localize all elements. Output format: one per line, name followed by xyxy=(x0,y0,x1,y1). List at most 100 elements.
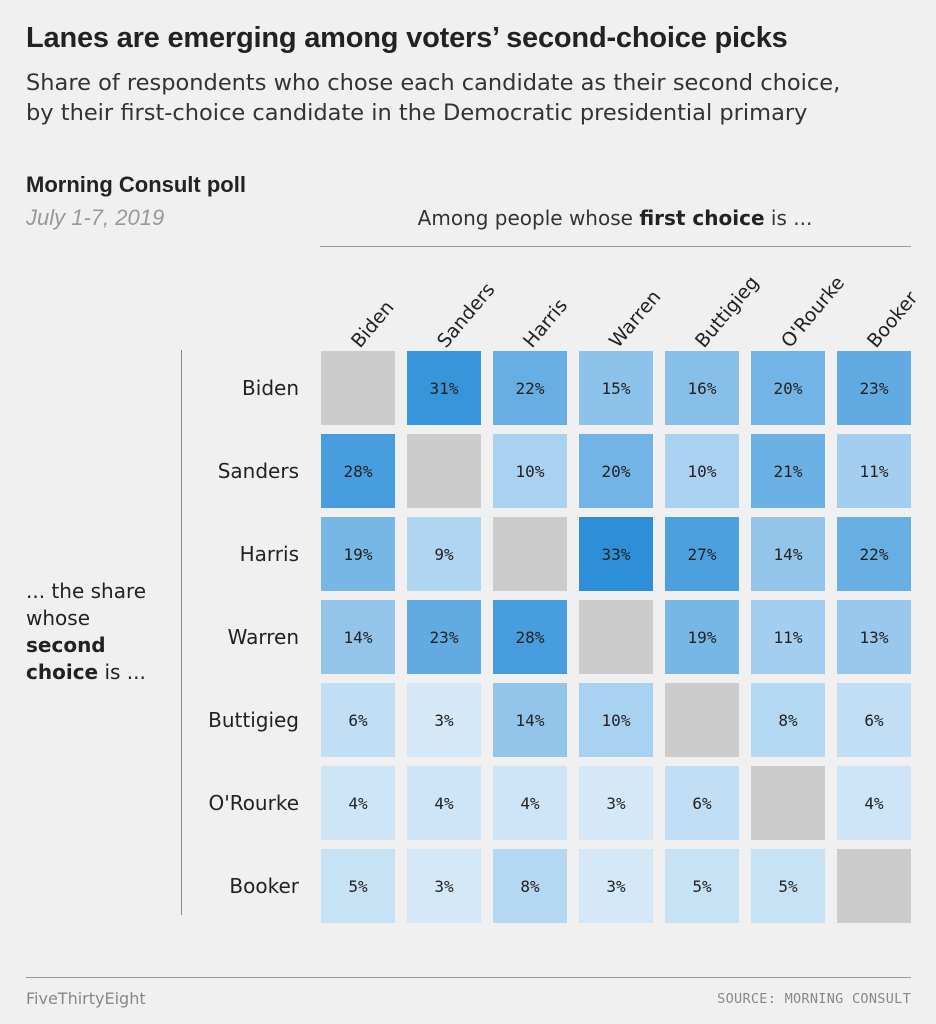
heatmap-cell: 4% xyxy=(837,766,911,840)
row-axis-rule xyxy=(181,350,182,915)
row-label: Warren xyxy=(227,625,299,649)
chart-subtitle-line1: Share of respondents who chose each cand… xyxy=(26,70,841,96)
cell-value-label: 28% xyxy=(515,627,545,647)
heatmap-cell: 14% xyxy=(321,600,395,674)
heatmap-cell: 9% xyxy=(407,517,481,591)
column-label: Harris xyxy=(519,294,573,353)
heatmap-cell: 5% xyxy=(665,849,739,923)
header-rule xyxy=(320,246,911,247)
cell-value-label: 3% xyxy=(434,710,454,730)
column-header-suffix: is ... xyxy=(764,206,813,230)
column-label: Buttigieg xyxy=(691,271,764,353)
heatmap-cell: 10% xyxy=(665,434,739,508)
cell-value-label: 5% xyxy=(348,876,368,896)
cell-value-label: 6% xyxy=(692,793,712,813)
cell-value-label: 15% xyxy=(601,378,631,398)
cell-value-label: 3% xyxy=(434,876,454,896)
cell-value-label: 4% xyxy=(864,793,884,813)
heatmap-cell: 8% xyxy=(493,849,567,923)
heatmap-cell-empty xyxy=(837,849,911,923)
row-header-emphasis1: second xyxy=(26,633,106,657)
row-label: Booker xyxy=(229,874,299,898)
cell-value-label: 11% xyxy=(773,627,803,647)
cell-value-label: 33% xyxy=(601,544,631,564)
heatmap-cell: 14% xyxy=(751,517,825,591)
row-header-line1: ... the share xyxy=(26,579,147,603)
cell-value-label: 4% xyxy=(434,793,454,813)
cell-value-label: 27% xyxy=(687,544,717,564)
heatmap-cell-empty xyxy=(665,683,739,757)
heatmap-cell-empty xyxy=(751,766,825,840)
heatmap-cell: 15% xyxy=(579,351,653,425)
cell-value-label: 31% xyxy=(429,378,459,398)
cell-value-label: 6% xyxy=(864,710,884,730)
cell-value-label: 28% xyxy=(343,461,373,481)
column-header: Among people whose first choice is ... xyxy=(320,206,910,230)
cell-value-label: 23% xyxy=(859,378,889,398)
cell-value-label: 4% xyxy=(520,793,540,813)
cell-value-label: 11% xyxy=(859,461,889,481)
heatmap-cell: 10% xyxy=(579,683,653,757)
heatmap-cell-empty xyxy=(321,351,395,425)
heatmap-cell: 21% xyxy=(751,434,825,508)
row-label: Biden xyxy=(242,376,299,400)
column-header-emphasis: first choice xyxy=(639,206,765,230)
row-label: Buttigieg xyxy=(208,708,299,732)
cell-value-label: 23% xyxy=(429,627,459,647)
heatmap-cell: 23% xyxy=(407,600,481,674)
cell-value-label: 20% xyxy=(601,461,631,481)
column-label: Sanders xyxy=(433,278,500,353)
heatmap-cell: 20% xyxy=(751,351,825,425)
heatmap-cell-empty xyxy=(407,434,481,508)
heatmap-cell: 6% xyxy=(837,683,911,757)
heatmap-cell: 33% xyxy=(579,517,653,591)
cell-value-label: 10% xyxy=(687,461,717,481)
row-label: Sanders xyxy=(217,459,299,483)
cell-value-label: 14% xyxy=(515,710,545,730)
heatmap-cell: 6% xyxy=(321,683,395,757)
heatmap-cell: 11% xyxy=(837,434,911,508)
heatmap-cell: 6% xyxy=(665,766,739,840)
heatmap-cell: 3% xyxy=(407,849,481,923)
cell-value-label: 10% xyxy=(515,461,545,481)
heatmap-cell: 20% xyxy=(579,434,653,508)
footer-rule xyxy=(26,977,911,978)
cell-value-label: 22% xyxy=(515,378,545,398)
source-label: SOURCE: MORNING CONSULT xyxy=(717,991,911,1007)
cell-value-label: 4% xyxy=(348,793,368,813)
heatmap-cell: 14% xyxy=(493,683,567,757)
heatmap-cell: 3% xyxy=(579,849,653,923)
row-header-emphasis2: choice xyxy=(26,660,99,684)
heatmap-cell: 5% xyxy=(321,849,395,923)
chart-subtitle-line2: by their first-choice candidate in the D… xyxy=(26,100,808,126)
heatmap-cell: 8% xyxy=(751,683,825,757)
heatmap-cell: 28% xyxy=(493,600,567,674)
cell-value-label: 13% xyxy=(859,627,889,647)
heatmap-cell: 3% xyxy=(407,683,481,757)
heatmap-cell: 16% xyxy=(665,351,739,425)
row-header: ... the share whose second choice is ... xyxy=(26,578,176,686)
heatmap-cell: 4% xyxy=(493,766,567,840)
heatmap-cell: 23% xyxy=(837,351,911,425)
heatmap-cell: 31% xyxy=(407,351,481,425)
cell-value-label: 14% xyxy=(773,544,803,564)
heatmap-cell: 19% xyxy=(321,517,395,591)
cell-value-label: 19% xyxy=(687,627,717,647)
heatmap-cell: 5% xyxy=(751,849,825,923)
heatmap-cell: 22% xyxy=(493,351,567,425)
heatmap-cell: 27% xyxy=(665,517,739,591)
cell-value-label: 19% xyxy=(343,544,373,564)
chart-title: Lanes are emerging among voters’ second-… xyxy=(26,22,788,54)
cell-value-label: 6% xyxy=(348,710,368,730)
heatmap-cell: 4% xyxy=(407,766,481,840)
heatmap-cell: 13% xyxy=(837,600,911,674)
heatmap-cell: 3% xyxy=(579,766,653,840)
row-label: O'Rourke xyxy=(208,791,299,815)
heatmap-cell-empty xyxy=(579,600,653,674)
cell-value-label: 21% xyxy=(773,461,803,481)
poll-date: July 1-7, 2019 xyxy=(26,205,165,230)
heatmap-cell: 11% xyxy=(751,600,825,674)
cell-value-label: 5% xyxy=(692,876,712,896)
column-label: Warren xyxy=(605,286,666,353)
cell-value-label: 3% xyxy=(606,876,626,896)
